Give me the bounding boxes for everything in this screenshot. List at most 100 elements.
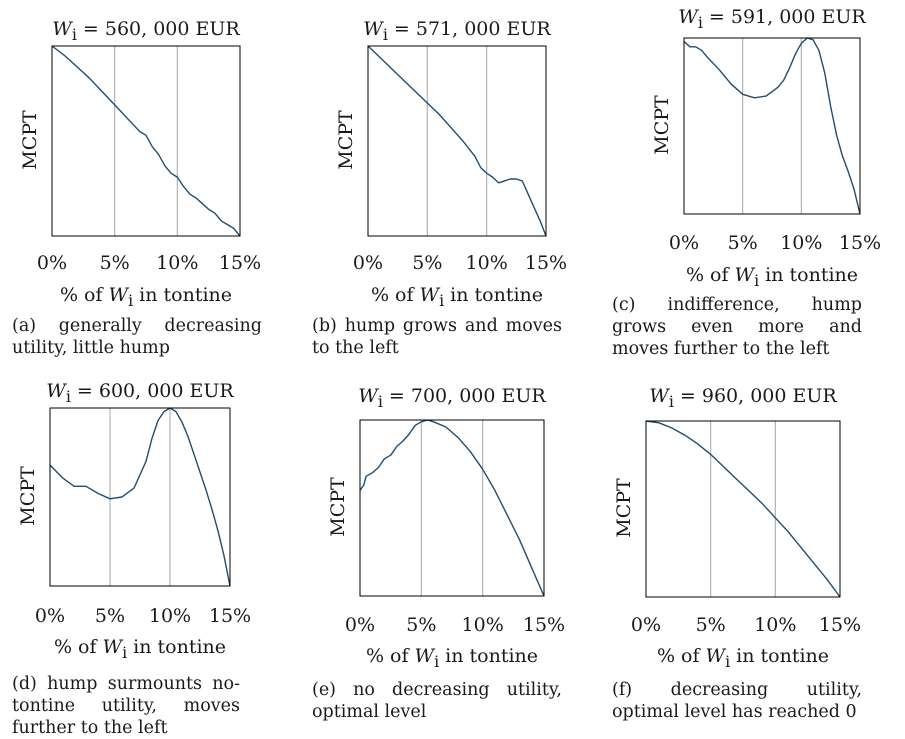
series-line	[51, 45, 241, 237]
x-tick-label: 10%	[465, 252, 508, 274]
x-axis-label: % of Wi in tontine	[613, 645, 873, 671]
xlabel-variable: W	[734, 264, 755, 286]
chart-title: Wi = 960, 000 EUR	[613, 385, 873, 411]
plot-area	[49, 407, 231, 587]
series-line	[683, 37, 861, 215]
xlabel-subscript: i	[434, 651, 440, 671]
plot-frame	[645, 420, 841, 598]
plot-area	[359, 419, 545, 597]
subfigure-caption: (e) no decreasing utility, optimal level	[312, 680, 562, 722]
plot-frame	[359, 419, 545, 597]
x-tick-label: 0%	[34, 605, 66, 627]
title-subscript: i	[377, 391, 383, 411]
x-tick-label: 5%	[727, 232, 758, 254]
xlabel-subscript: i	[439, 290, 445, 310]
title-value: = 960, 000 EUR	[673, 385, 837, 407]
plot-area	[645, 420, 841, 598]
x-tick-label: 10%	[461, 614, 504, 636]
title-subscript: i	[697, 12, 703, 32]
title-subscript: i	[65, 386, 71, 406]
plot-frame	[683, 37, 861, 215]
x-tick-label: 15%	[838, 232, 882, 254]
xlabel-prefix: % of	[59, 284, 109, 306]
x-tick-label: 0%	[36, 252, 68, 274]
title-variable: W	[46, 380, 66, 402]
plot-frame	[367, 45, 547, 237]
x-axis-label: % of Wi in tontine	[327, 284, 587, 310]
xlabel-suffix: in tontine	[127, 636, 227, 658]
xlabel-subscript: i	[725, 651, 731, 671]
plot-frame	[51, 45, 241, 237]
xlabel-variable: W	[705, 645, 726, 667]
plot-frame	[49, 407, 231, 587]
x-tick-label: 0%	[668, 232, 700, 254]
title-value: = 600, 000 EUR	[70, 380, 234, 402]
title-subscript: i	[71, 24, 77, 44]
xlabel-suffix: in tontine	[439, 645, 539, 667]
subfigure-caption: (f) decreasing utility, optimal level ha…	[612, 680, 862, 722]
x-tick-label: 15%	[218, 252, 262, 274]
chart-title: Wi = 560, 000 EUR	[16, 18, 276, 44]
x-tick-label: 15%	[818, 614, 862, 636]
xlabel-prefix: % of	[53, 636, 103, 658]
series-line	[359, 419, 545, 597]
x-tick-label: 5%	[94, 605, 126, 627]
xlabel-variable: W	[414, 645, 435, 667]
subfigure-caption: (c) indifference, hump grows even more a…	[612, 295, 862, 359]
title-variable: W	[363, 18, 383, 40]
plot-area	[51, 45, 241, 237]
subfigure-caption: (b) hump grows and moves to the left	[312, 316, 562, 358]
x-axis-label: % of Wi in tontine	[10, 636, 270, 662]
x-tick-label: 10%	[148, 605, 192, 627]
x-tick-label: 10%	[754, 614, 797, 636]
xlabel-suffix: in tontine	[133, 284, 233, 306]
xlabel-prefix: % of	[685, 264, 735, 286]
x-tick-label: 5%	[99, 252, 130, 274]
x-tick-label: 0%	[630, 614, 662, 636]
title-variable: W	[358, 385, 378, 407]
title-variable: W	[678, 6, 698, 28]
x-tick-label: 5%	[406, 614, 437, 636]
chart-panel: Wi = 591, 000 EUR MCPT 0% 5% 10% 15%% of Wi i…	[612, 0, 902, 362]
subfigure-caption: (a) generally decreasing utility, little…	[12, 316, 262, 358]
title-variable: W	[649, 385, 669, 407]
x-axis-label: % of Wi in tontine	[322, 645, 582, 671]
chart-panel: Wi = 571, 000 EUR MCPT 0% 5% 10% 15%% of Wi i…	[312, 8, 602, 370]
x-tick-label: 5%	[412, 252, 443, 274]
x-tick-label: 10%	[156, 252, 199, 274]
chart-title: Wi = 591, 000 EUR	[642, 6, 902, 32]
x-tick-label: 0%	[344, 614, 376, 636]
title-value: = 560, 000 EUR	[76, 18, 240, 40]
title-variable: W	[52, 18, 72, 40]
series-line	[49, 407, 231, 587]
xlabel-subscript: i	[122, 642, 128, 662]
subfigure-caption: (d) hump surmounts no-tontine utility, m…	[12, 674, 240, 738]
x-tick-label: 0%	[352, 252, 384, 274]
chart-title: Wi = 700, 000 EUR	[322, 385, 582, 411]
x-tick-label: 15%	[524, 252, 568, 274]
chart-panel: Wi = 600, 000 EUR MCPT 0% 5% 10% 15%% of Wi i…	[10, 370, 302, 738]
xlabel-prefix: % of	[370, 284, 420, 306]
chart-title: Wi = 571, 000 EUR	[327, 18, 587, 44]
chart-panel: Wi = 700, 000 EUR MCPT 0% 5% 10% 15%% of Wi i…	[312, 370, 602, 732]
xlabel-suffix: in tontine	[444, 284, 544, 306]
xlabel-prefix: % of	[656, 645, 706, 667]
x-tick-label: 10%	[780, 232, 823, 254]
chart-panel: Wi = 960, 000 EUR MCPT 0% 5% 10% 15%% of Wi i…	[612, 370, 902, 732]
x-tick-label: 15%	[208, 605, 252, 627]
xlabel-variable: W	[108, 284, 129, 306]
xlabel-subscript: i	[754, 270, 760, 290]
title-value: = 591, 000 EUR	[702, 6, 866, 28]
xlabel-subscript: i	[128, 290, 134, 310]
x-tick-label: 5%	[695, 614, 726, 636]
chart-panel: Wi = 560, 000 EUR MCPT 0% 5% 10% 15%% of Wi i…	[12, 8, 302, 370]
plot-area	[367, 45, 547, 237]
series-line	[367, 45, 547, 237]
chart-title: Wi = 600, 000 EUR	[10, 380, 270, 406]
series-line	[645, 420, 841, 598]
title-value: = 700, 000 EUR	[382, 385, 546, 407]
x-axis-label: % of Wi in tontine	[642, 264, 902, 290]
xlabel-suffix: in tontine	[730, 645, 830, 667]
xlabel-variable: W	[419, 284, 440, 306]
